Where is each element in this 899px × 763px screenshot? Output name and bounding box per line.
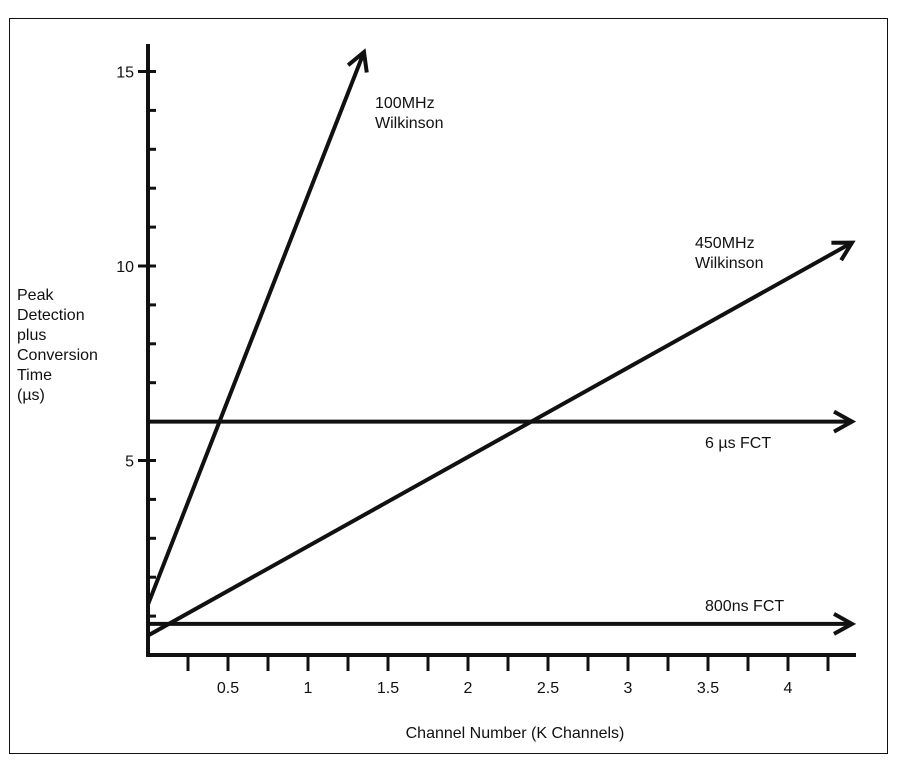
series-800ns-fct-label: 800ns FCT: [705, 598, 784, 615]
ticks: [138, 70, 830, 671]
x-tick-label: 2.5: [537, 680, 559, 697]
x-tick-label: 1: [304, 680, 313, 697]
x-tick-label: 3: [624, 680, 633, 697]
x-tick-label: 0.5: [217, 680, 239, 697]
y-axis-label-line: Peak: [17, 287, 54, 304]
series-layer: [146, 52, 852, 638]
y-axis-label-line: Time: [17, 367, 52, 384]
axes: [146, 44, 856, 657]
y-axis-label-line: Conversion: [17, 347, 98, 364]
series-6us-fct-label: 6 µs FCT: [705, 435, 771, 452]
y-axis-label-line: (µs): [17, 387, 45, 404]
series-800ns-fct-label-line: 800ns FCT: [705, 598, 784, 615]
x-tick-label: 4: [784, 680, 793, 697]
y-tick-label: 5: [125, 454, 134, 471]
x-tick-label: 2: [464, 680, 473, 697]
y-axis-label-line: Detection: [17, 307, 85, 324]
series-450mhz-wilkinson-label-line: 450MHz: [695, 235, 755, 252]
chart-frame: [9, 18, 888, 754]
y-axis-label-line: plus: [17, 327, 46, 344]
labels: 0.5 1 1.5 2 2.5 3 3.5 4 5 10 15 Channel Number (K C…: [17, 65, 793, 743]
x-axis-label: Channel Number (K Channels): [406, 725, 625, 742]
series-450mhz-wilkinson-label-line: Wilkinson: [695, 255, 763, 272]
series-450mhz-wilkinson-label: 450MHz Wilkinson: [695, 235, 763, 272]
y-tick-label: 15: [116, 65, 134, 82]
series-100mhz-wilkinson-line: [146, 52, 364, 606]
series-100mhz-wilkinson-label-line: 100MHz: [375, 95, 435, 112]
series-100mhz-wilkinson-label-line: Wilkinson: [375, 115, 443, 132]
series-6us-fct-label-line: 6 µs FCT: [705, 435, 771, 452]
x-tick-label: 1.5: [377, 680, 399, 697]
series-450mhz-wilkinson-line: [147, 243, 852, 638]
y-tick-label: 10: [116, 259, 134, 276]
y-axis-label: Peak Detection plus Conversion Time (µs): [17, 287, 98, 404]
series-100mhz-wilkinson-label: 100MHz Wilkinson: [375, 95, 443, 132]
x-tick-label: 3.5: [697, 680, 719, 697]
